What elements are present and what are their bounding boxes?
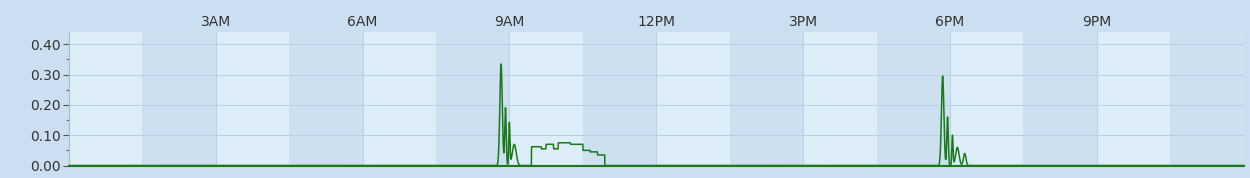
Bar — [142, 32, 216, 166]
Bar — [1170, 32, 1244, 166]
Bar — [362, 32, 436, 166]
Bar — [69, 32, 142, 166]
Bar — [802, 32, 876, 166]
Bar — [876, 32, 950, 166]
Bar — [1098, 32, 1170, 166]
Bar — [656, 32, 730, 166]
Bar — [216, 32, 289, 166]
Bar — [436, 32, 510, 166]
Bar — [1024, 32, 1098, 166]
Bar — [289, 32, 362, 166]
Bar — [510, 32, 582, 166]
Bar — [730, 32, 803, 166]
Bar — [950, 32, 1024, 166]
Bar — [582, 32, 656, 166]
